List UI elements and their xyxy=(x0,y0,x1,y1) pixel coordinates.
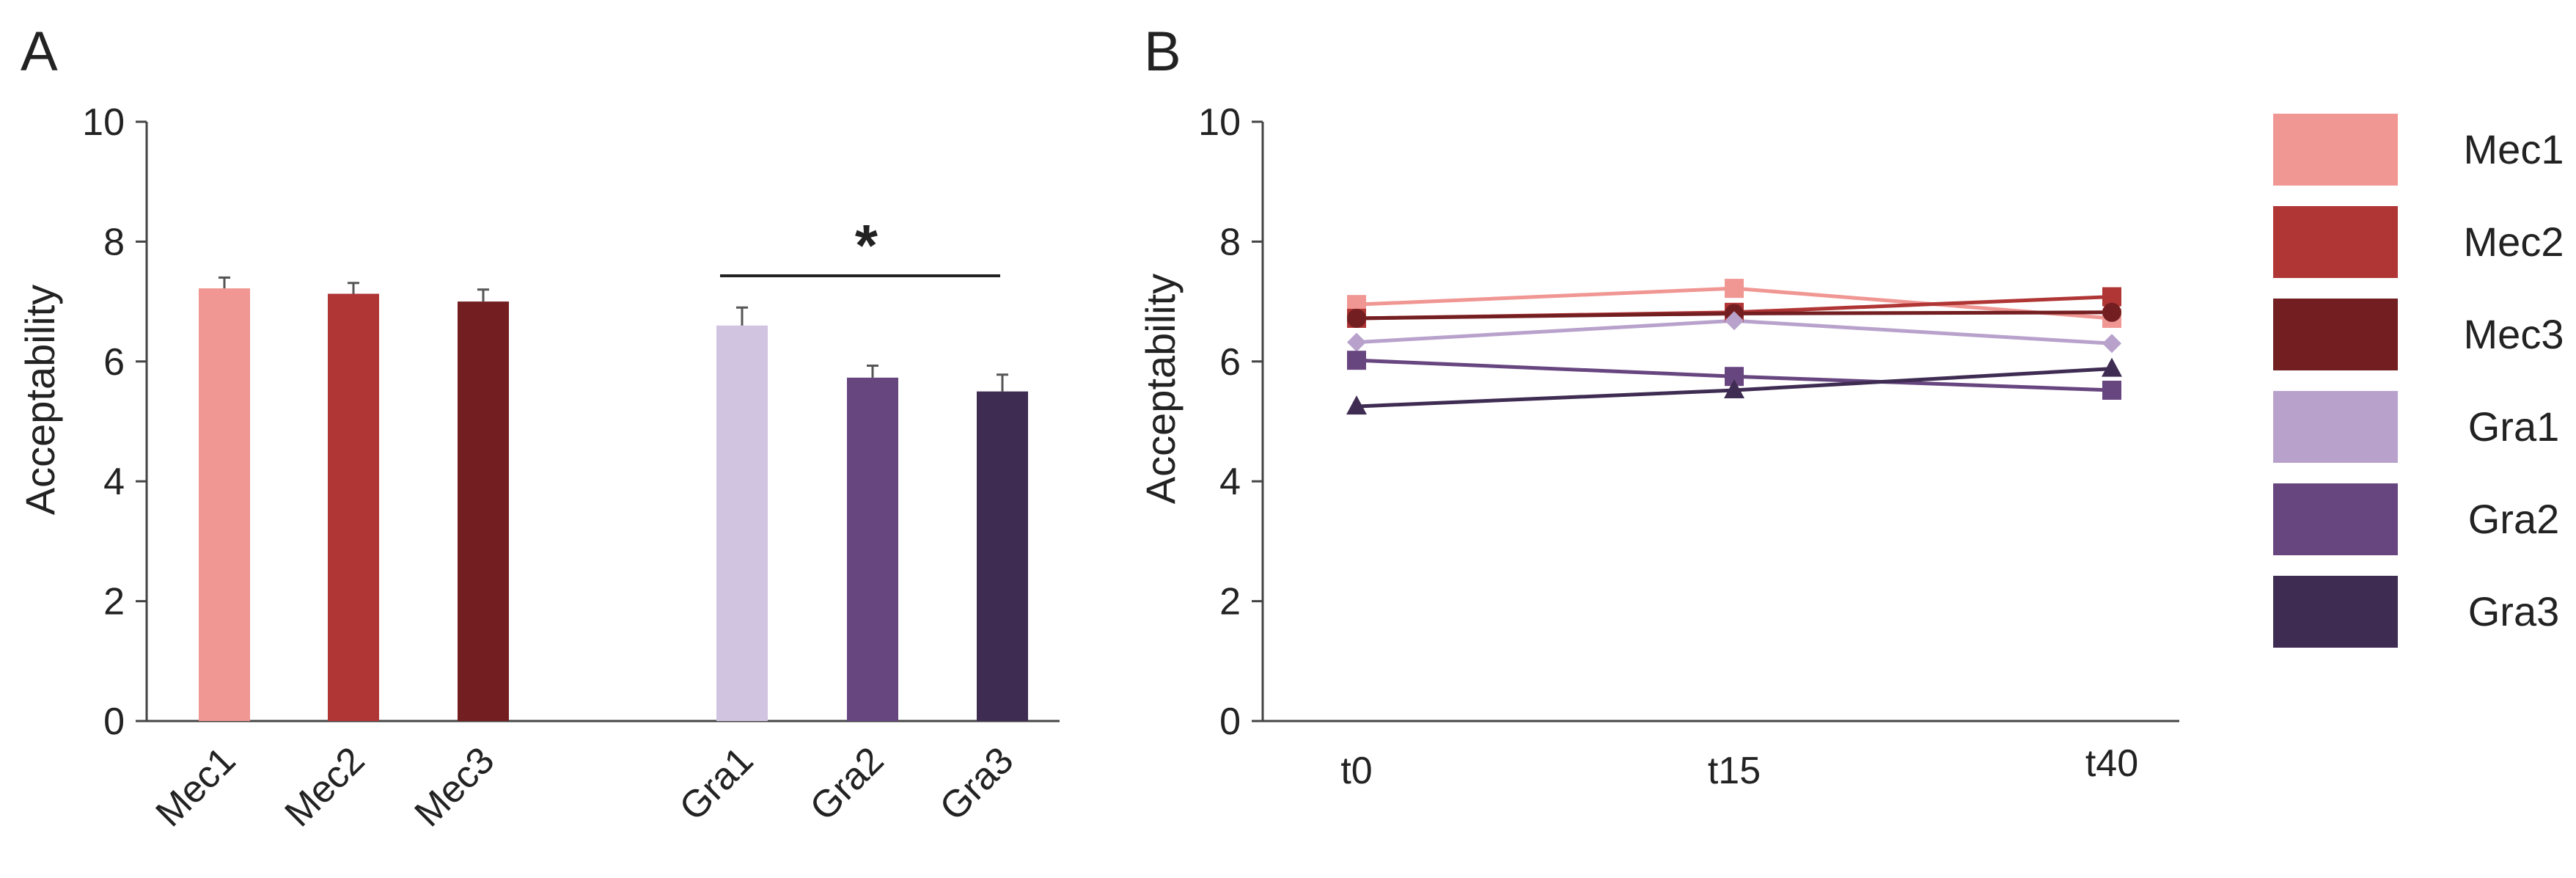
marker-mec1-t15 xyxy=(1725,279,1744,299)
legend-label-mec3: Mec3 xyxy=(2464,311,2564,357)
x-tick-label-gra2: Gra2 xyxy=(802,739,892,829)
panel-b-y-tick-label-6: 6 xyxy=(1219,341,1241,384)
panel-a-bars xyxy=(199,288,1028,722)
panel-a-y-tick-label-10: 10 xyxy=(82,101,125,144)
panel-b-y-axis-title: Acceptability xyxy=(1137,274,1184,504)
panel-a-y-tick-label-6: 6 xyxy=(103,341,125,384)
panel-b-y-tick-label-4: 4 xyxy=(1219,461,1241,503)
panel-b-markers xyxy=(1346,279,2122,415)
x-tick-label-mec3: Mec3 xyxy=(407,739,503,835)
x-tick-label-t0: t0 xyxy=(1340,750,1372,792)
legend-label-gra3: Gra3 xyxy=(2468,588,2560,634)
marker-gra3-t0 xyxy=(1346,395,1367,415)
marker-mec3-t0 xyxy=(1347,308,1366,328)
panel-a-x-tick-labels: Mec1 Mec2 Mec3 Gra1 Gra2 Gra3 xyxy=(148,739,1022,835)
legend-label-mec2: Mec2 xyxy=(2464,219,2564,265)
bar-mec1 xyxy=(199,288,250,722)
panel-a-y-tick-label-4: 4 xyxy=(103,461,125,503)
legend-label-gra2: Gra2 xyxy=(2468,496,2560,542)
bar-mec3 xyxy=(458,301,509,722)
marker-mec3-t40 xyxy=(2102,302,2121,322)
panel-b-y-tick-label-0: 0 xyxy=(1219,700,1241,743)
panel-b-line-chart: B Acceptability 0 2 4 6 8 10 t0 t15 t40 xyxy=(1137,21,2179,792)
x-tick-label-t40: t40 xyxy=(2085,742,2138,785)
legend-swatch-gra3 xyxy=(2273,576,2398,648)
x-tick-label-gra3: Gra3 xyxy=(932,739,1022,829)
legend-swatch-gra2 xyxy=(2273,483,2398,555)
x-tick-label-mec1: Mec1 xyxy=(148,739,244,835)
significance-star: * xyxy=(855,213,878,278)
legend-swatch-mec2 xyxy=(2273,206,2398,278)
panel-a-bar-chart: A Acceptability 0 2 4 6 8 10 Mec1 Mec2 Mec3 Gra1… xyxy=(17,21,1060,835)
panel-a-y-tick-label-0: 0 xyxy=(103,700,125,743)
bar-gra1 xyxy=(716,325,768,721)
panel-b-x-tick-labels: t0 t15 t40 xyxy=(1340,742,2138,792)
panel-b-y-ticks: 0 2 4 6 8 10 xyxy=(1198,101,1263,743)
legend: Mec1 Mec2 Mec3 Gra1 Gra2 Gra3 xyxy=(2273,114,2564,648)
bar-mec2 xyxy=(328,293,379,721)
panel-b-y-tick-label-8: 8 xyxy=(1219,221,1241,263)
marker-gra1-t0 xyxy=(1347,332,1366,352)
panel-a-y-ticks: 0 2 4 6 8 10 xyxy=(82,101,147,743)
x-tick-label-gra1: Gra1 xyxy=(672,739,762,829)
marker-gra3-t40 xyxy=(2102,357,2122,377)
marker-gra1-t40 xyxy=(2102,334,2121,354)
panel-a-error-bars xyxy=(219,276,1008,392)
panel-a-y-tick-label-2: 2 xyxy=(103,581,125,623)
panel-a-letter: A xyxy=(21,21,58,83)
marker-gra3-t15 xyxy=(1724,379,1744,399)
legend-swatch-gra1 xyxy=(2273,391,2398,463)
marker-gra1-t15 xyxy=(1725,311,1744,331)
panel-b-y-tick-label-10: 10 xyxy=(1198,101,1241,144)
legend-swatch-mec3 xyxy=(2273,299,2398,370)
legend-swatch-mec1 xyxy=(2273,114,2398,186)
panel-a-y-tick-label-8: 8 xyxy=(103,221,125,263)
marker-gra2-t40 xyxy=(2102,381,2121,400)
legend-label-mec1: Mec1 xyxy=(2464,126,2564,172)
bar-gra2 xyxy=(847,377,898,721)
panel-b-y-tick-label-2: 2 xyxy=(1219,581,1241,623)
panel-a-y-axis-title: Acceptability xyxy=(17,285,63,515)
marker-gra2-t0 xyxy=(1347,351,1366,370)
legend-label-gra1: Gra1 xyxy=(2468,403,2560,450)
x-tick-label-mec2: Mec2 xyxy=(277,739,373,835)
x-tick-label-t15: t15 xyxy=(1708,750,1761,792)
panel-b-letter: B xyxy=(1144,21,1181,83)
bar-gra3 xyxy=(977,391,1028,721)
